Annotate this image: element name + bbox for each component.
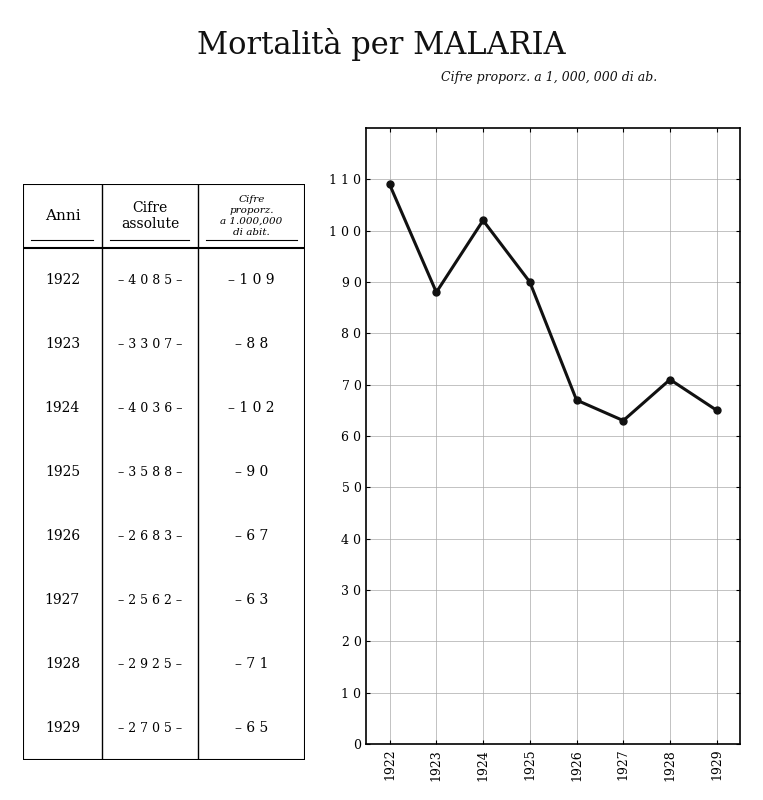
Text: 1929: 1929 <box>45 721 80 735</box>
Text: 1923: 1923 <box>45 337 80 351</box>
Text: Cifre
proporz.
a 1.000,000
di abit.: Cifre proporz. a 1.000,000 di abit. <box>221 195 282 237</box>
Text: Mortalità per MALARIA: Mortalità per MALARIA <box>197 28 566 61</box>
Text: – 6 7: – 6 7 <box>235 529 269 543</box>
Text: – 2 5 6 2 –: – 2 5 6 2 – <box>118 594 182 606</box>
Text: Cifre
assolute: Cifre assolute <box>121 201 179 231</box>
Text: 1922: 1922 <box>45 273 80 287</box>
Text: – 1 0 2: – 1 0 2 <box>228 401 275 415</box>
Text: – 9 0: – 9 0 <box>235 465 268 479</box>
Text: Cifre proporz. a 1, 000, 000 di ab.: Cifre proporz. a 1, 000, 000 di ab. <box>441 71 658 84</box>
Text: – 4 0 8 5 –: – 4 0 8 5 – <box>118 274 182 286</box>
Text: 1928: 1928 <box>45 657 80 671</box>
Text: – 1 0 9: – 1 0 9 <box>228 273 275 287</box>
Text: – 7 1: – 7 1 <box>235 657 269 671</box>
Text: 1926: 1926 <box>45 529 80 543</box>
Text: – 8 8: – 8 8 <box>235 337 268 351</box>
Text: – 3 3 0 7 –: – 3 3 0 7 – <box>118 338 182 350</box>
Text: – 2 7 0 5 –: – 2 7 0 5 – <box>118 722 182 734</box>
Text: – 2 9 2 5 –: – 2 9 2 5 – <box>118 658 182 670</box>
Text: – 6 3: – 6 3 <box>235 593 268 607</box>
Text: – 4 0 3 6 –: – 4 0 3 6 – <box>118 402 182 414</box>
Text: – 3 5 8 8 –: – 3 5 8 8 – <box>118 466 182 478</box>
Text: 1927: 1927 <box>45 593 80 607</box>
Text: 1925: 1925 <box>45 465 80 479</box>
Text: Anni: Anni <box>44 209 80 223</box>
Text: – 6 5: – 6 5 <box>235 721 268 735</box>
Text: – 2 6 8 3 –: – 2 6 8 3 – <box>118 530 182 542</box>
Text: 1924: 1924 <box>45 401 80 415</box>
